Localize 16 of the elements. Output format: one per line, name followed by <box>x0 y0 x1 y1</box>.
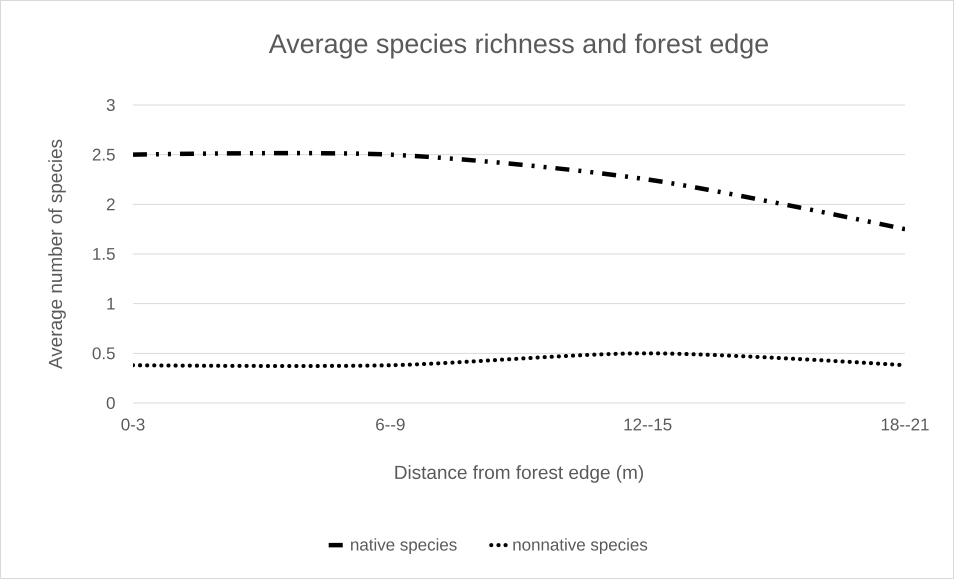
legend-label: nonnative species <box>513 538 648 554</box>
y-tick-label: 2.5 <box>92 148 115 161</box>
legend-label: native species <box>351 538 457 554</box>
x-axis-title: Distance from forest edge (m) <box>395 465 643 483</box>
chart-title: Average species richness and forest edge <box>268 33 768 59</box>
y-tick-label: 0.5 <box>92 347 115 360</box>
y-tick-label: 1.5 <box>93 248 115 260</box>
x-tick-label: 0-3 <box>121 418 144 431</box>
y-tick-label: 0 <box>106 396 115 409</box>
y-tick-label: 2 <box>106 198 115 210</box>
x-tick-label: 18--21 <box>882 418 929 431</box>
x-tick-label: 6--9 <box>376 418 405 431</box>
y-axis-title: Average number of species <box>48 140 66 369</box>
y-tick-label: 1 <box>107 298 115 310</box>
x-tick-label: 12--15 <box>624 418 672 431</box>
y-tick-label: 3 <box>106 98 115 111</box>
